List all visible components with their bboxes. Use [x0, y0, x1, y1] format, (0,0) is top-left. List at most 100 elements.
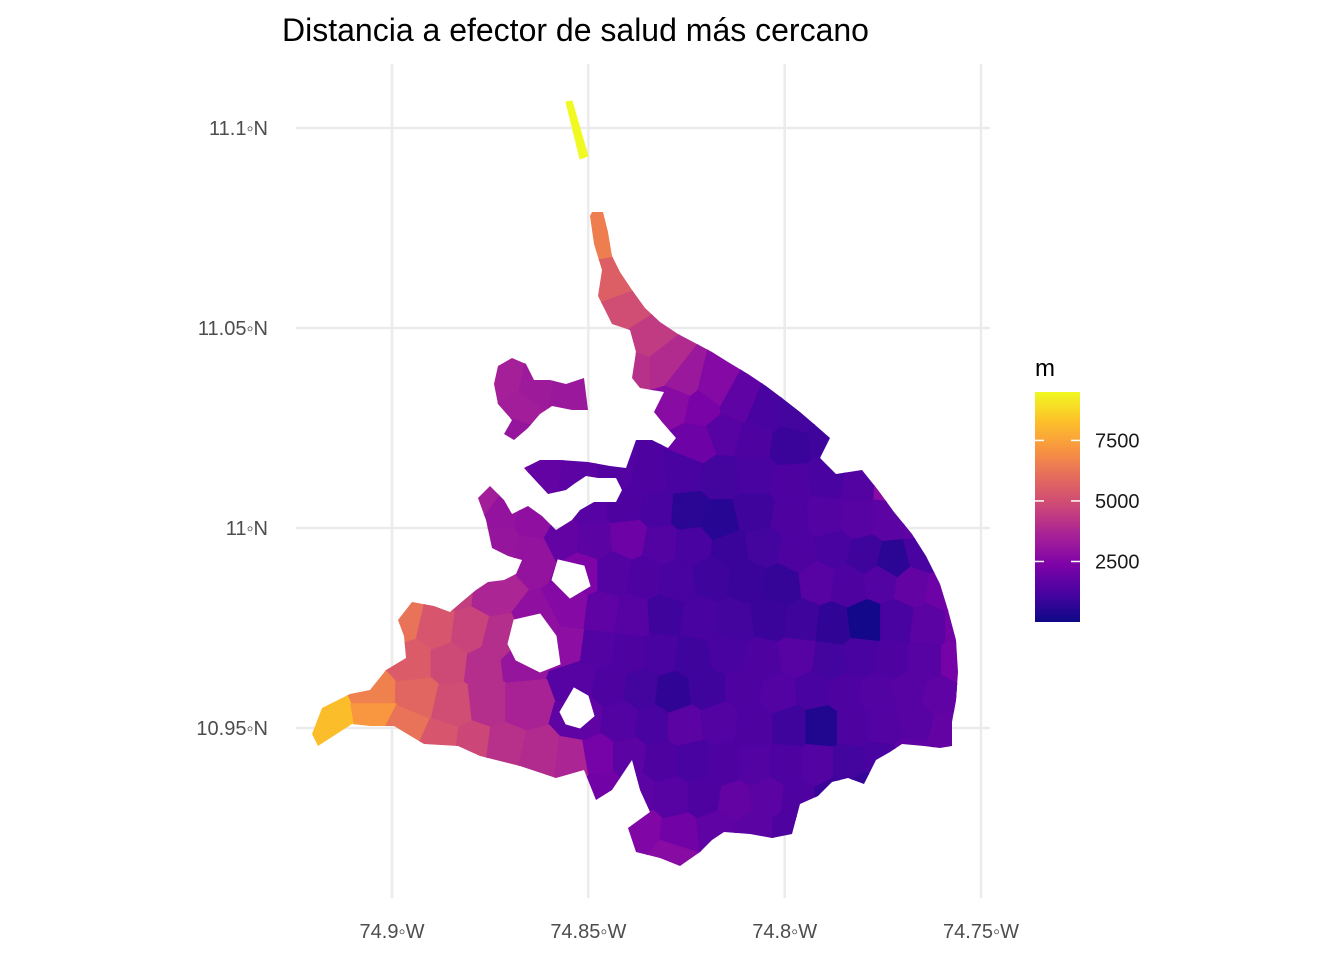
region-cell-s-13 [616, 773, 658, 816]
region-cell-w-1 [312, 408, 426, 655]
region-cell-sw-4 [348, 718, 460, 866]
region-cell-c-92 [805, 705, 839, 749]
region-cell-wn-3 [557, 434, 601, 505]
region-cell-c-48 [647, 594, 685, 638]
region-cell-s-24 [734, 810, 774, 866]
region-cell-c-8 [840, 438, 879, 502]
region-cell-w-isle-3 [547, 328, 617, 439]
colorbar-legend: m 2500 5000 7500 [1035, 355, 1140, 622]
region-cell-c-93 [836, 706, 870, 748]
region-cell-c-87 [634, 704, 670, 747]
region-cell-c-54 [846, 598, 882, 643]
region-cell-wn-1 [523, 433, 567, 503]
region-cell-c-51 [750, 596, 790, 643]
region-cell-w-isle-1 [312, 212, 560, 422]
legend-tick-label: 7500 [1095, 430, 1140, 452]
region-cell-s-4 [675, 739, 712, 784]
legend-title: m [1035, 355, 1055, 382]
region-cell-c-90 [734, 703, 774, 747]
region-layer [312, 212, 958, 866]
region-cell-s-7 [770, 743, 804, 788]
y-axis-ticks: 11.1◦N 11.05◦N 11◦N 10.95◦N [196, 118, 268, 740]
region-cell-c-10 [559, 485, 609, 526]
region-cell-sw-3 [348, 704, 431, 866]
region-cell-wc-7 [354, 500, 476, 613]
region-cell-c-12 [639, 489, 675, 530]
region-cell-s-12 [505, 771, 623, 866]
region-cell-north-spit [565, 100, 589, 160]
y-tick-label: 10.95◦N [196, 718, 268, 740]
x-tick-label: 74.8◦W [752, 921, 817, 943]
region-cell-c-4 [699, 454, 741, 501]
region-cell-c-70 [940, 641, 958, 686]
region-cell-s-21 [529, 809, 664, 866]
region-cell-c-84 [953, 681, 958, 720]
region-cell-c-55 [880, 598, 916, 645]
region-cell-c-56 [909, 602, 947, 647]
north-spit-layer [565, 100, 589, 160]
region-cell-c-94 [868, 705, 904, 747]
region-cell-c-44 [925, 535, 958, 614]
region-cell-c-86 [599, 700, 640, 744]
map-title: Distancia a efector de salud más cercano [282, 12, 869, 48]
region-cell-coast-1 [312, 212, 871, 316]
region-cell-c-53 [815, 601, 853, 647]
region-cell-c-52 [783, 598, 822, 643]
x-tick-label: 74.85◦W [550, 921, 626, 943]
y-tick-label: 11.1◦N [209, 118, 268, 140]
region-cell-s-19 [813, 777, 880, 866]
region-cell-c-7 [806, 457, 848, 501]
legend-tick-label: 5000 [1095, 491, 1140, 513]
region-cell-nc-5 [780, 212, 958, 435]
y-tick-label: 11◦N [226, 518, 268, 540]
region-cell-s-25 [772, 811, 877, 866]
water-gap-1 [559, 687, 595, 729]
legend-tick-label: 2500 [1095, 551, 1140, 573]
region-cell-s-10 [862, 741, 903, 798]
region-cell-sw-1 [312, 612, 364, 866]
region-cell-c-61 [644, 632, 680, 678]
region-cell-c-34 [597, 551, 633, 599]
region-cell-w-13 [505, 678, 556, 733]
region-cell-s-26 [606, 839, 732, 866]
water-gap-2 [507, 613, 561, 673]
region-cell-c-19 [872, 499, 907, 543]
region-cell-c-32 [903, 527, 958, 576]
region-cell-sw-2 [350, 703, 398, 772]
x-tick-label: 74.75◦W [943, 921, 1019, 943]
region-cell-wc-5 [449, 527, 520, 572]
region-cell-c-89 [699, 700, 740, 746]
region-cell-c-35 [626, 555, 664, 602]
region-cell-c-96 [927, 710, 958, 799]
region-cell-w-5 [368, 638, 433, 683]
region-cell-c-11 [607, 486, 644, 525]
x-tick-label: 74.9◦W [360, 921, 425, 943]
region-cell-coast-6 [586, 342, 650, 421]
region-cell-nc-8 [769, 426, 814, 467]
y-tick-label: 11.05◦N [198, 318, 268, 340]
region-cell-c-57 [944, 581, 958, 648]
legend-colorbar [1035, 392, 1080, 622]
region-cell-s-23 [696, 810, 737, 866]
x-axis-ticks: 74.9◦W 74.85◦W 74.8◦W 74.75◦W [360, 921, 1020, 943]
water-gap-3 [551, 559, 591, 599]
region-cell-c-88 [668, 704, 705, 748]
region-cell-s-2 [613, 737, 648, 780]
region-cell-s-14 [652, 776, 690, 820]
region-cell-c-6 [767, 463, 814, 503]
region-cell-c-47 [614, 593, 652, 639]
region-cell-w-12 [467, 681, 507, 729]
region-cell-wc-3 [312, 401, 502, 537]
region-cell-s-11 [893, 737, 958, 866]
legend-ticks: 2500 5000 7500 [1035, 430, 1140, 573]
region-cell-c-49 [679, 595, 720, 643]
region-cell-s-20 [843, 771, 958, 866]
region-cell-sw-5 [436, 720, 492, 866]
region-cell-coast-8 [697, 212, 818, 409]
region-cell-w-9 [318, 634, 397, 705]
region-cell-s-1 [582, 733, 615, 777]
region-cell-c-20 [902, 434, 958, 541]
region-cell-c-46 [583, 590, 621, 635]
